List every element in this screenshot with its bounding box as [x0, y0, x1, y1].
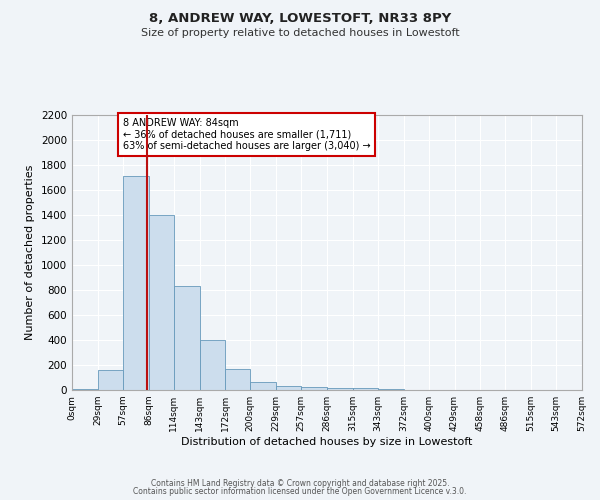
Text: Contains HM Land Registry data © Crown copyright and database right 2025.: Contains HM Land Registry data © Crown c…	[151, 478, 449, 488]
Bar	[173, 286, 199, 390]
Text: Contains public sector information licensed under the Open Government Licence v.: Contains public sector information licen…	[133, 487, 467, 496]
Text: 8, ANDREW WAY, LOWESTOFT, NR33 8PY: 8, ANDREW WAY, LOWESTOFT, NR33 8PY	[149, 12, 451, 26]
Bar	[72, 389, 98, 390]
Bar	[98, 370, 123, 390]
Bar	[149, 215, 173, 390]
Bar	[123, 176, 149, 390]
Bar	[327, 388, 353, 390]
Bar	[276, 386, 301, 390]
Bar	[301, 387, 327, 390]
Bar	[199, 340, 226, 390]
Y-axis label: Number of detached properties: Number of detached properties	[25, 165, 35, 340]
X-axis label: Distribution of detached houses by size in Lowestoft: Distribution of detached houses by size …	[181, 437, 473, 447]
Bar	[226, 370, 250, 390]
Text: 8 ANDREW WAY: 84sqm
← 36% of detached houses are smaller (1,711)
63% of semi-det: 8 ANDREW WAY: 84sqm ← 36% of detached ho…	[123, 118, 370, 152]
Text: Size of property relative to detached houses in Lowestoft: Size of property relative to detached ho…	[140, 28, 460, 38]
Bar	[250, 382, 276, 390]
Bar	[353, 388, 378, 390]
